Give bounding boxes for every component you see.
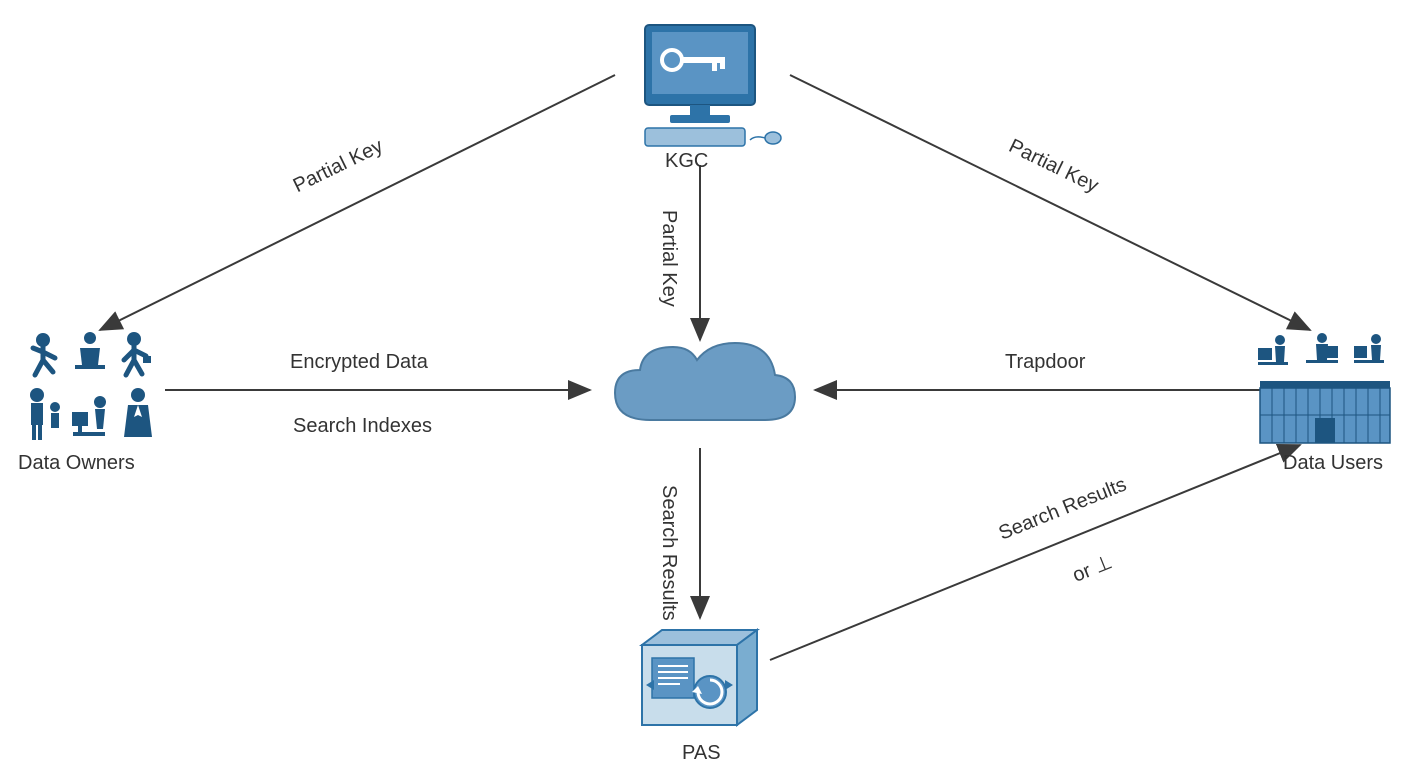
pas-icon	[632, 620, 767, 745]
cloud-icon	[595, 335, 810, 455]
data-users-label: Data Users	[1283, 452, 1383, 475]
data-owners-label: Data Owners	[18, 452, 135, 475]
pas-label: PAS	[682, 742, 721, 765]
kgc-label: KGC	[665, 150, 708, 173]
data-users-icon	[1256, 328, 1396, 453]
edge-label-owners-cloud-1: Encrypted Data	[290, 351, 428, 374]
edge-label-kgc-cloud: Partial Key	[657, 210, 680, 307]
edge-label-owners-cloud-2: Search Indexes	[293, 415, 432, 438]
kgc-icon	[620, 20, 785, 155]
edge-kgc-users	[790, 75, 1310, 330]
edge-label-users-cloud: Trapdoor	[1005, 351, 1085, 374]
edge-label-cloud-pas: Search Results	[657, 485, 680, 621]
edge-kgc-owners	[100, 75, 615, 330]
edge-pas-users	[770, 445, 1300, 660]
data-owners-icon	[20, 325, 165, 450]
